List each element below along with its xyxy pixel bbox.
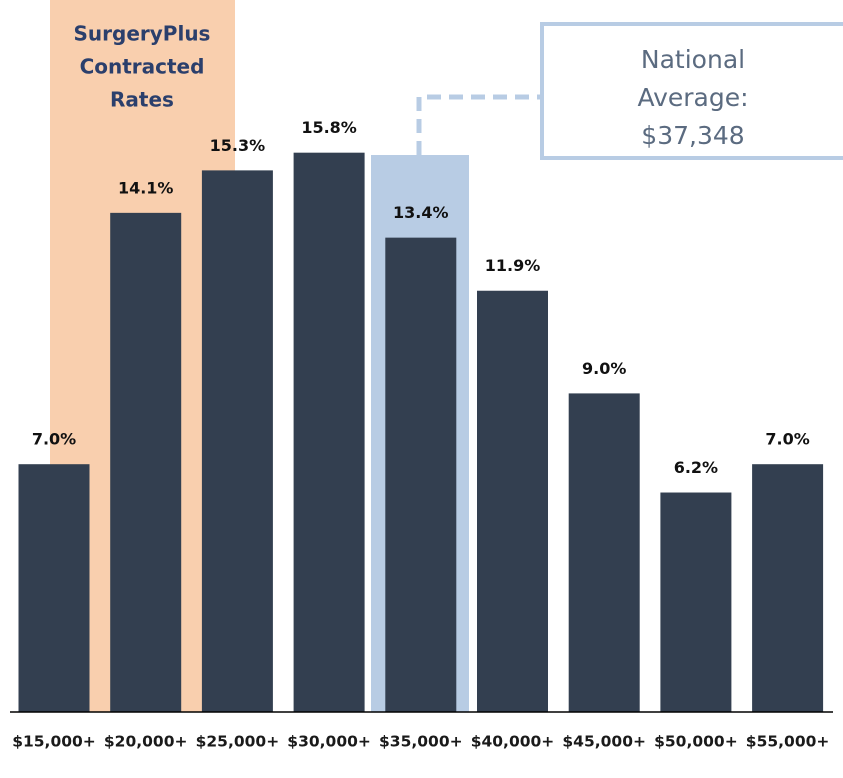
bar — [201, 170, 273, 712]
bar — [385, 237, 457, 712]
x-tick-label: $45,000+ — [562, 733, 646, 751]
callout-connector — [416, 94, 540, 155]
x-tick-label: $30,000+ — [287, 733, 371, 751]
x-tick-label: $55,000+ — [746, 733, 830, 751]
callout-box — [540, 22, 843, 160]
annotation-text: Average: — [637, 83, 748, 112]
annotation-text: SurgeryPlus — [74, 22, 211, 46]
data-label: 14.1% — [118, 178, 174, 197]
bar — [752, 464, 824, 712]
bar — [477, 290, 548, 712]
annotation-text: $37,348 — [641, 121, 744, 150]
x-tick-label: $50,000+ — [654, 733, 738, 751]
data-label: 15.8% — [301, 118, 357, 137]
bar — [568, 393, 640, 712]
x-tick-label: $20,000+ — [104, 733, 188, 751]
bar — [110, 212, 182, 713]
data-label: 11.9% — [485, 256, 541, 275]
annotation-text: National — [641, 45, 745, 74]
bar — [660, 492, 732, 712]
x-tick-label: $25,000+ — [196, 733, 280, 751]
bar — [18, 464, 90, 712]
bar — [293, 152, 365, 712]
data-label: 15.3% — [210, 136, 266, 155]
data-label: 6.2% — [674, 458, 718, 477]
x-tick-label: $35,000+ — [379, 733, 463, 751]
annotation-text: Rates — [110, 88, 174, 112]
x-tick-label: $40,000+ — [471, 733, 555, 751]
annotation-text: Contracted — [80, 55, 205, 79]
data-label: 7.0% — [765, 430, 809, 449]
data-label: 7.0% — [32, 430, 76, 449]
data-label: 9.0% — [582, 359, 626, 378]
data-label: 13.4% — [393, 203, 449, 222]
x-tick-label: $15,000+ — [12, 733, 96, 751]
